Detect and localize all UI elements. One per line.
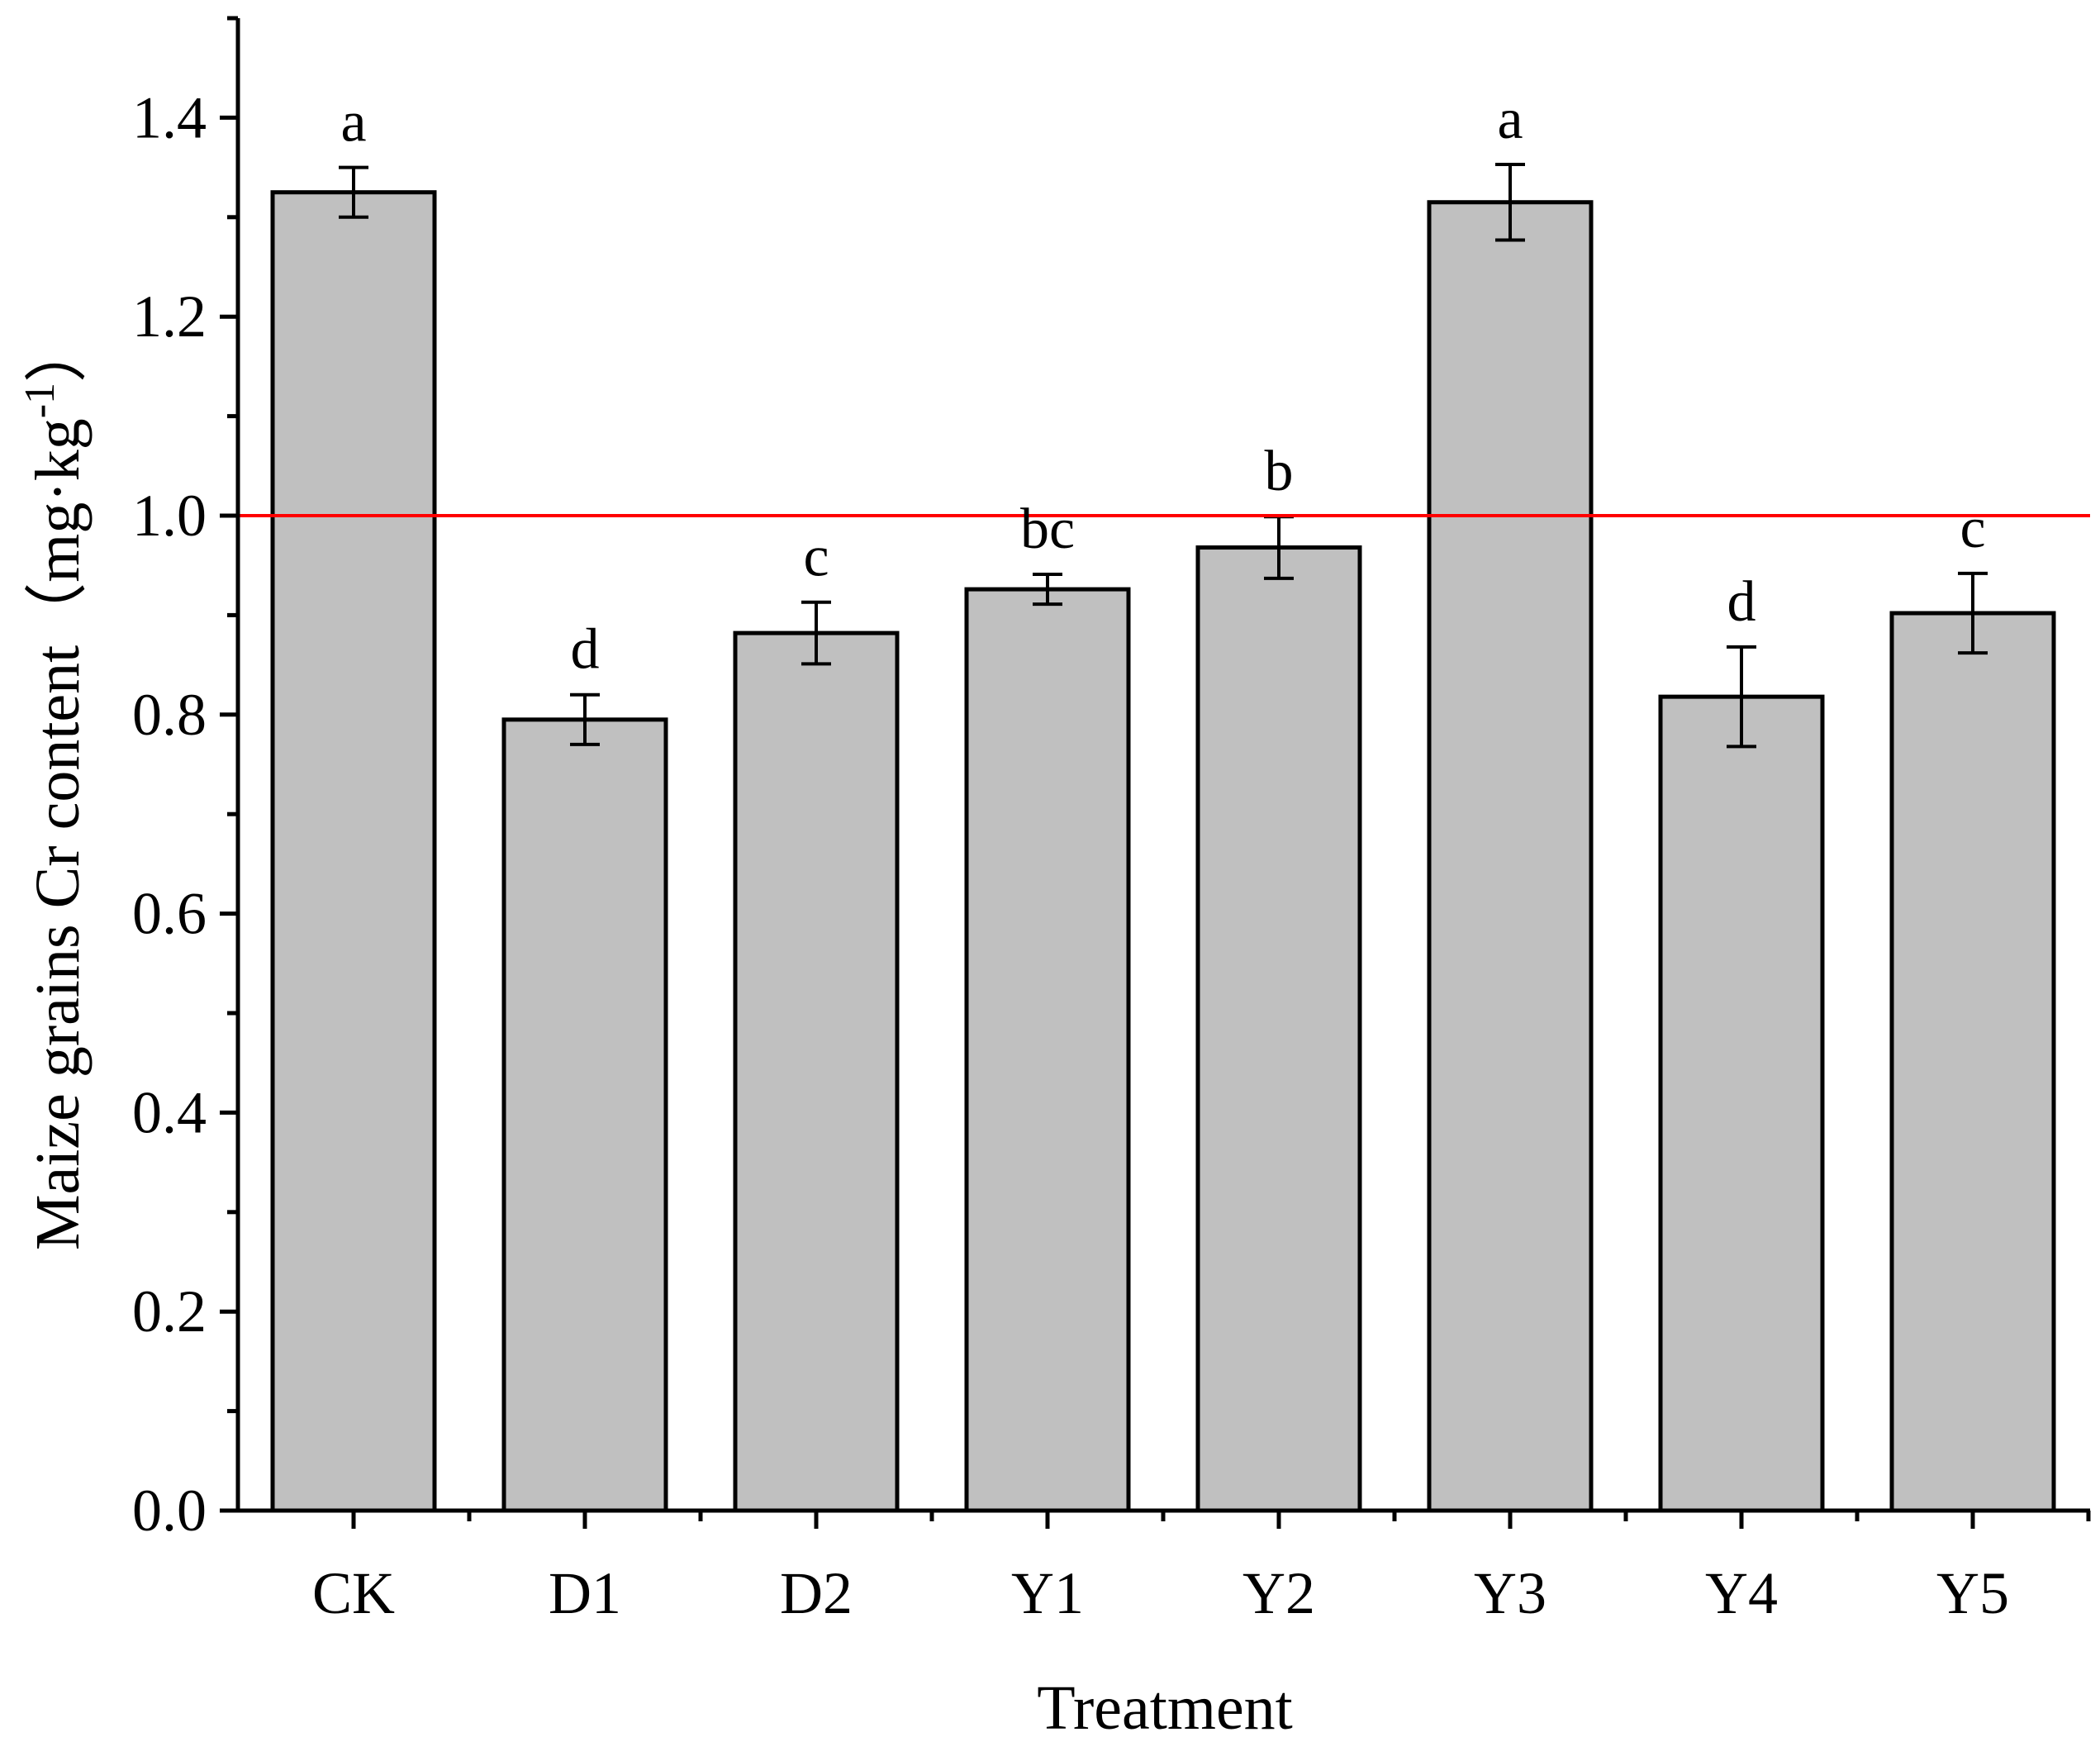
x-tick-label-y4: Y4 <box>1705 1560 1778 1626</box>
error-bar-y4 <box>1727 645 1756 749</box>
significance-label-y1: bc <box>1020 497 1075 561</box>
significance-label-y4: d <box>1727 570 1756 634</box>
bar-y3 <box>1427 200 1594 1513</box>
significance-labels-layer: a d c bc b a d c <box>340 88 1985 682</box>
y-tick-label: 0.4 <box>132 1079 207 1145</box>
significance-label-d1: d <box>571 618 600 682</box>
error-bar-y3 <box>1495 162 1525 242</box>
bar-y4 <box>1658 694 1825 1513</box>
y-tick-label: 0.8 <box>132 682 207 748</box>
x-ticks-layer: CK D1 D2 Y1 Y2 Y3 Y4 Y5 <box>312 1511 2091 1626</box>
y-ticks-layer: 0.0 0.2 0.4 0.6 0.8 1.0 1.2 1.4 <box>132 16 238 1544</box>
y-tick-label: 1.4 <box>132 84 207 150</box>
error-bar-d2 <box>801 600 831 666</box>
bar-d2 <box>733 631 900 1513</box>
y-axis-title-close: ） <box>23 320 93 383</box>
significance-label-y2: b <box>1265 440 1294 503</box>
y-tick-label: 0.2 <box>132 1278 207 1344</box>
bar-ck <box>270 190 437 1513</box>
error-bar-d1 <box>570 692 600 746</box>
x-tick-label-y5: Y5 <box>1936 1560 2009 1626</box>
y-axis-title-superscript: -1 <box>17 383 64 418</box>
x-tick-label-y2: Y2 <box>1242 1560 1315 1626</box>
x-tick-label-y3: Y3 <box>1474 1560 1546 1626</box>
significance-label-ck: a <box>340 91 366 155</box>
y-axis-title: Maize grains Cr content（mg·kg-1） <box>17 320 93 1250</box>
y-tick-label: 0.6 <box>132 881 207 947</box>
y-tick-label: 1.0 <box>132 483 207 549</box>
error-bar-ck <box>339 165 368 219</box>
significance-label-y5: c <box>1960 497 1985 560</box>
x-axis-title: Treatment <box>1037 1673 1293 1737</box>
y-tick-label: 0.0 <box>132 1478 207 1544</box>
bar-y2 <box>1195 545 1362 1513</box>
bar-d1 <box>501 717 668 1513</box>
bar-y5 <box>1889 611 2056 1513</box>
y-axis-title-main: Maize grains Cr content（mg·kg <box>23 418 93 1250</box>
x-tick-label-d2: D2 <box>780 1560 853 1626</box>
bar-y1 <box>964 587 1131 1513</box>
significance-label-d2: c <box>803 526 829 589</box>
y-axis-title-text: Maize grains Cr content（mg·kg-1） <box>17 320 93 1250</box>
x-tick-label-ck: CK <box>312 1560 395 1626</box>
error-bar-y5 <box>1958 571 1988 655</box>
x-tick-label-y1: Y1 <box>1011 1560 1084 1626</box>
significance-label-y3: a <box>1497 88 1523 151</box>
y-tick-label: 1.2 <box>132 283 207 350</box>
bars-layer <box>270 190 2056 1513</box>
x-tick-label-d1: D1 <box>549 1560 621 1626</box>
error-bar-y1 <box>1033 573 1062 607</box>
